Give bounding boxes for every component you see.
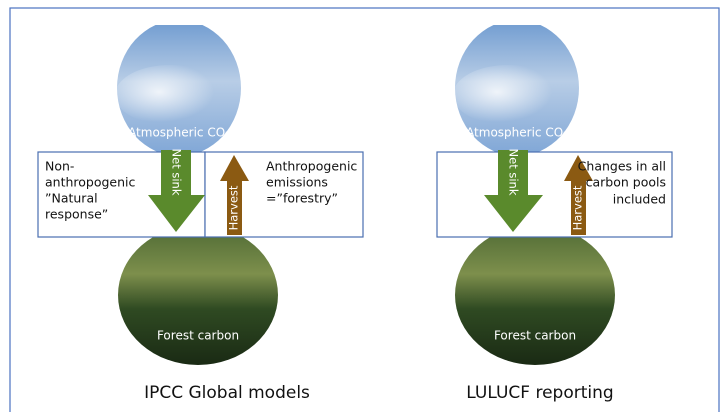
sky-image xyxy=(453,25,579,152)
harvest-label: Harvest xyxy=(227,185,241,230)
box-text: Non- xyxy=(45,159,74,174)
harvest-arrow xyxy=(564,155,593,235)
box-text: response” xyxy=(45,207,108,222)
sink-label: Net sink xyxy=(507,149,521,196)
caption: IPCC Global models xyxy=(144,383,310,403)
forest-image xyxy=(118,237,278,365)
box-text: Anthropogenic xyxy=(266,159,357,174)
box-text: carbon pools xyxy=(586,175,666,190)
box-text: Changes in all xyxy=(578,159,666,174)
sink-arrow xyxy=(148,150,205,232)
box-text: included xyxy=(613,192,666,207)
forest-image xyxy=(455,237,615,365)
sink-arrow xyxy=(484,150,543,232)
box-text: emissions xyxy=(266,175,328,190)
atmosphere-label: Atmospheric CO₂ xyxy=(128,126,230,140)
forest-label: Forest carbon xyxy=(157,329,239,343)
sink-label: Net sink xyxy=(170,149,184,196)
harvest-arrow xyxy=(220,155,249,235)
box-text: anthropogenic xyxy=(45,175,136,190)
forest-label: Forest carbon xyxy=(494,329,576,343)
sky-image xyxy=(115,25,241,152)
box xyxy=(436,151,673,238)
frame xyxy=(9,7,720,412)
harvest-label: Harvest xyxy=(571,185,585,230)
atmosphere-label: Atmospheric CO₂ xyxy=(466,126,568,140)
box-text: ”Natural xyxy=(45,191,98,206)
box-text: =”forestry” xyxy=(266,191,338,206)
caption: LULUCF reporting xyxy=(466,383,613,403)
